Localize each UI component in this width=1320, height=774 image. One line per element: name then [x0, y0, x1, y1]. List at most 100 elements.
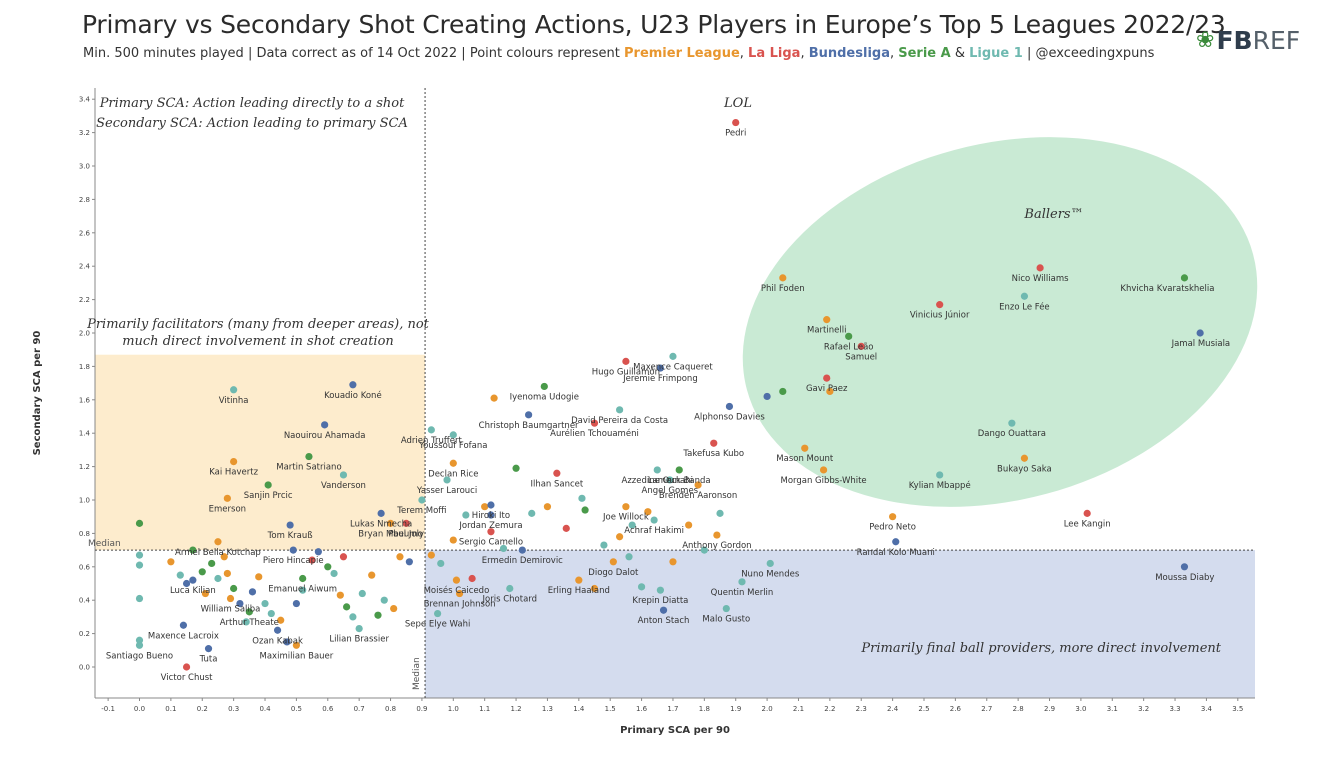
league-la-liga: La Liga: [748, 46, 801, 61]
x-tick-label: 1.7: [667, 705, 678, 713]
data-point: [135, 561, 144, 569]
data-point: [650, 516, 658, 524]
data-point: [198, 568, 206, 576]
data-point: [242, 618, 250, 626]
x-tick-label: 3.3: [1169, 705, 1180, 713]
data-point: [656, 586, 665, 594]
leaf-icon: ❀: [1196, 28, 1215, 53]
y-tick-label: 2.2: [79, 296, 90, 304]
x-tick-label: 2.6: [950, 705, 962, 713]
data-point: [826, 387, 834, 396]
x-tick-label: 1.0: [448, 705, 459, 713]
y-tick-label: 1.8: [79, 363, 90, 371]
y-tick-label: 1.0: [79, 497, 90, 505]
point-label: William Saliba: [201, 605, 261, 615]
data-point: [349, 381, 357, 389]
data-point: [230, 457, 238, 466]
data-point: [230, 584, 238, 593]
data-point: [449, 536, 457, 544]
data-point: [656, 364, 665, 372]
data-point: [349, 613, 357, 621]
x-tick-label: 1.5: [605, 705, 616, 713]
data-point: [292, 641, 300, 649]
data-point: [669, 558, 677, 566]
x-tick-label: 0.0: [134, 705, 145, 713]
chart-points-layer: [135, 118, 1204, 671]
point-label: Armel Bella Kotchap: [175, 548, 261, 558]
data-point: [823, 374, 831, 382]
data-point: [543, 503, 552, 511]
data-point: [578, 494, 586, 502]
data-point: [336, 591, 344, 599]
x-tick-label: 1.1: [479, 705, 490, 713]
y-tick-label: 2.0: [79, 330, 90, 338]
data-point: [506, 584, 514, 593]
point-label: Ozan Kabak: [252, 636, 303, 646]
data-point: [553, 469, 561, 477]
data-point: [590, 419, 599, 427]
point-label: Rafael Leão: [824, 342, 874, 352]
data-point: [305, 452, 313, 461]
point-label: Vinicius Júnior: [910, 311, 970, 321]
data-point: [396, 553, 404, 561]
x-tick-label: 0.8: [385, 705, 396, 713]
point-label: Lilian Brassier: [329, 635, 389, 645]
point-label: Anton Stach: [638, 616, 690, 626]
point-label: Adrien Truffert: [401, 436, 463, 446]
point-label: Terem Moffi: [396, 506, 446, 516]
point-label: Emanuel Aiwum: [268, 584, 337, 594]
x-tick-label: -0.1: [101, 705, 115, 713]
point-label: Enzo Le Fée: [999, 301, 1050, 312]
x-tick-label: 0.9: [416, 705, 427, 713]
data-point: [201, 589, 209, 598]
point-label: Samuel: [845, 352, 877, 362]
point-label: Sepe Elye Wahi: [405, 620, 470, 630]
data-point: [625, 553, 633, 561]
data-point: [358, 589, 366, 598]
data-point: [443, 476, 451, 484]
point-label: Hiroki Ito: [472, 511, 510, 521]
data-point: [637, 583, 646, 591]
chart-labels-layer: Pedri Khvicha Kvaratskhelia Jamal Musiala N…: [106, 129, 1230, 683]
data-point: [1196, 329, 1204, 337]
data-point: [386, 519, 395, 527]
data-point: [845, 332, 853, 340]
point-label: Sanjin Prcic: [244, 491, 293, 501]
data-point: [255, 573, 263, 581]
data-point: [245, 608, 253, 616]
data-point: [289, 546, 297, 554]
point-label: Dango Ouattara: [978, 429, 1046, 439]
point-label: Lukas Nmecha: [350, 519, 412, 529]
data-point: [685, 521, 693, 529]
subtitle-suffix: | @exceedingxpuns: [1022, 46, 1155, 61]
x-tick-label: 2.4: [887, 705, 899, 713]
subtitle-sep: ,: [739, 46, 749, 61]
data-point: [330, 569, 338, 578]
point-label: Victor Chust: [161, 673, 214, 683]
point-label: Naouirou Ahamada: [284, 431, 366, 441]
point-label: Moussa Diaby: [1155, 573, 1214, 583]
point-label: Maximilian Bauer: [260, 651, 334, 661]
x-tick-label: 0.4: [259, 705, 271, 713]
point-label: Iyenoma Udogie: [510, 392, 579, 402]
data-point: [343, 603, 351, 611]
y-tick-label: 2.6: [79, 229, 91, 237]
fbref-logo: ❀ FB REF: [1196, 26, 1300, 55]
data-point: [766, 559, 774, 568]
data-point: [713, 531, 721, 539]
data-point: [368, 571, 376, 579]
data-point: [722, 604, 730, 613]
logo-fb: FB: [1216, 26, 1253, 55]
data-point: [339, 471, 348, 479]
y-tick-label: 0.4: [79, 597, 91, 605]
data-point: [390, 604, 398, 613]
point-label: Jamal Musiala: [1171, 339, 1231, 349]
data-point: [277, 616, 285, 624]
data-point: [179, 621, 188, 629]
y-axis-label: Secondary SCA per 90: [32, 331, 43, 456]
data-point: [189, 576, 197, 584]
median-x-label: Median: [412, 657, 422, 690]
x-tick-label: 1.3: [542, 705, 553, 713]
point-label: Ilhan Sancet: [530, 479, 583, 489]
data-point: [427, 551, 435, 559]
